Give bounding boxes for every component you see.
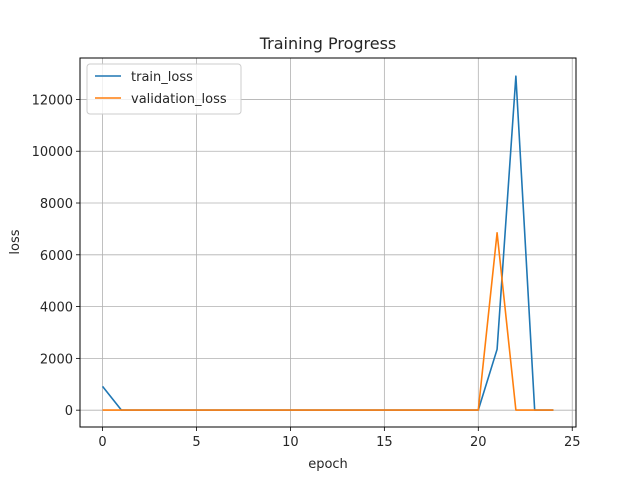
legend-box [86,63,242,115]
x-tick-label: 20 [470,435,487,450]
series-line-validation-loss [102,231,554,411]
x-tick-label: 10 [282,435,299,450]
grid-lines [80,58,576,427]
axis-ticks: 0 5 10 15 20 25 0 2000 4000 6000 8000 10000 12000 [32,93,581,450]
y-tick-label: 0 [65,404,73,419]
y-tick-label: 8000 [40,197,73,212]
series-line-train-loss [101,75,554,411]
y-tick-label: 10000 [32,145,73,160]
legend: train_loss validation_loss [86,63,242,115]
legend-label: validation_loss [131,92,227,107]
chart-title: Training Progress [259,34,397,53]
x-tick-label: 25 [564,435,581,450]
plot-frame [79,57,577,428]
y-tick-label: 2000 [40,352,73,367]
series-lines [101,75,554,411]
x-tick-label: 0 [98,435,106,450]
y-tick-label: 6000 [40,249,73,264]
x-tick-label: 15 [376,435,393,450]
y-axis-label: loss [8,229,23,254]
x-axis-label: epoch [308,457,348,472]
y-tick-label: 12000 [32,93,73,108]
x-tick-label: 5 [192,435,200,450]
legend-label: train_loss [131,70,193,85]
y-tick-label: 4000 [40,301,73,316]
